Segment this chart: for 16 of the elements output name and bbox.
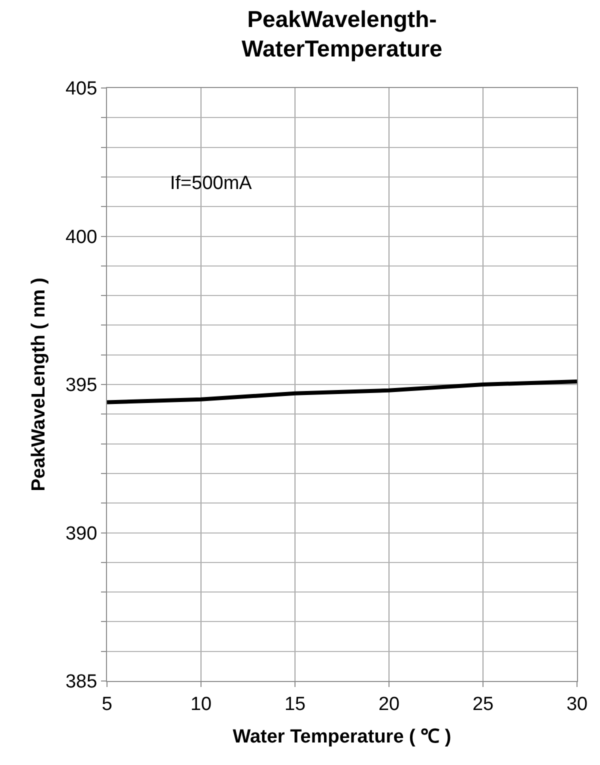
- chart-title: PeakWavelength- WaterTemperature: [242, 6, 442, 62]
- y-tick-label: 385: [65, 672, 98, 693]
- x-tick-label: 30: [566, 694, 588, 715]
- y-tick-label: 400: [65, 226, 98, 248]
- x-tick-label: 25: [472, 694, 494, 715]
- x-axis-title: Water Temperature ( ℃ ): [232, 726, 452, 748]
- x-tick-label: 20: [378, 694, 400, 715]
- x-tick-label: 15: [284, 694, 306, 715]
- y-tick-label: 395: [65, 375, 98, 396]
- line-series: [107, 380, 577, 404]
- x-tick-label: 5: [102, 694, 112, 715]
- annotation: If=500mA: [170, 173, 252, 194]
- y-tick-label: 390: [65, 523, 98, 544]
- y-tick-label: 405: [65, 78, 98, 100]
- x-tick-label: 10: [190, 694, 212, 715]
- y-axis-title: PeakWaveLength ( nm ): [28, 278, 50, 492]
